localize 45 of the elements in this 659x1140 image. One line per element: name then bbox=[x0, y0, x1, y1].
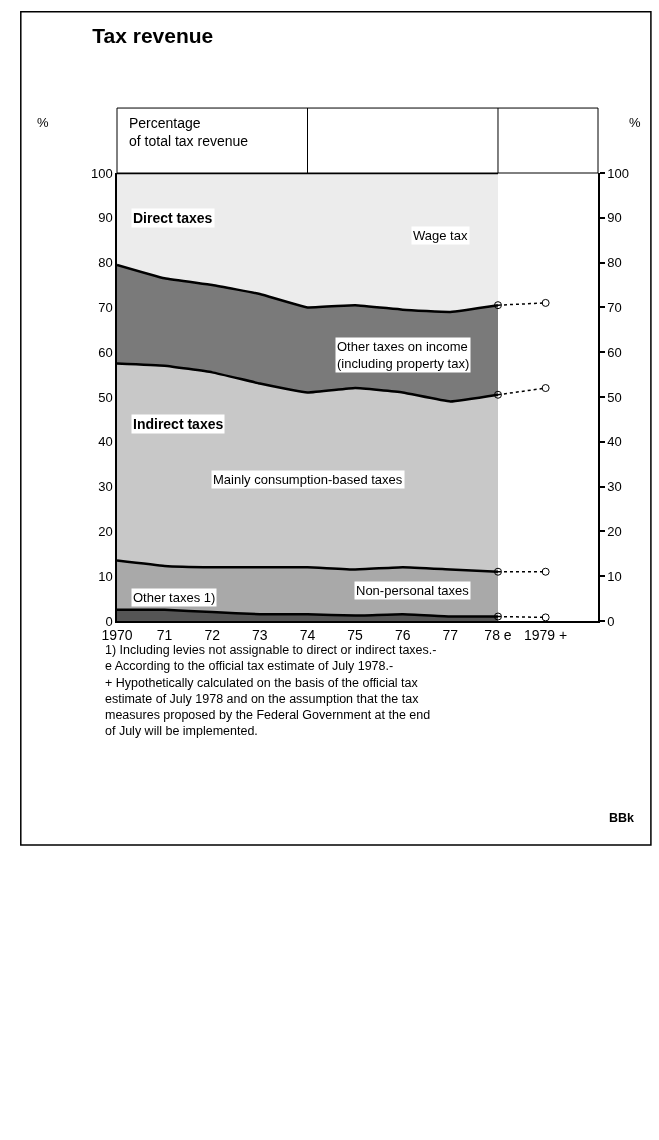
x-tick-label: 72 bbox=[204, 626, 221, 643]
y2-tick-label: 40 bbox=[607, 434, 622, 450]
text: Percentage of total tax revenue bbox=[129, 115, 249, 150]
y-axis-title: % bbox=[37, 115, 49, 130]
text: BBk bbox=[609, 811, 635, 825]
y2-tick-label: 60 bbox=[607, 344, 622, 360]
y2-tick-label: 70 bbox=[607, 299, 622, 315]
y2-tick-label: 80 bbox=[607, 255, 622, 271]
y-tick-label: 30 bbox=[98, 479, 113, 495]
x-tick-label: 1970 bbox=[101, 626, 133, 643]
x-tick-label: 77 bbox=[442, 626, 459, 643]
y2-tick-label: 20 bbox=[607, 523, 622, 539]
x-tick-label: 1979 + bbox=[524, 626, 568, 643]
y-tick-label: 100 bbox=[90, 165, 113, 181]
x-tick-label: 75 bbox=[347, 626, 364, 643]
x-tick-label: 74 bbox=[299, 626, 316, 643]
y-tick-label: 60 bbox=[98, 344, 113, 360]
series-label: Mainly consumption-based taxes bbox=[213, 472, 403, 487]
x-tick-label: 76 bbox=[394, 626, 411, 643]
y2-tick-label: 10 bbox=[607, 568, 622, 584]
series-label: Other taxes on income (including property tax) bbox=[337, 339, 470, 371]
y-tick-label: 90 bbox=[98, 210, 113, 226]
x-tick-label: 78 e bbox=[484, 626, 512, 643]
y-tick-label: 10 bbox=[98, 568, 113, 584]
x-tick-label: 73 bbox=[252, 626, 268, 643]
x-tick-label: 71 bbox=[156, 626, 173, 643]
y-tick-label: 50 bbox=[98, 389, 113, 405]
y2-axis-title: % bbox=[629, 115, 641, 130]
y2-tick-label: 30 bbox=[607, 479, 622, 495]
y-tick-label: 80 bbox=[98, 255, 113, 271]
text: 1) Including levies not assignable to direct or indirect taxes.- e According to the official tax estimate of July 1978.- + Hypothetically calculated on the basis of the official tax estimate of July 1978 and on the assumption that the tax measures proposed by the Federal Government at the end of July will be implemented. bbox=[105, 643, 437, 739]
annotation: Direct taxes bbox=[133, 210, 213, 226]
y-tick-label: 40 bbox=[98, 434, 113, 450]
series-label: Wage tax bbox=[413, 228, 468, 243]
y2-tick-label: 90 bbox=[607, 210, 622, 226]
y2-tick-label: 100 bbox=[607, 165, 630, 181]
annotation: Indirect taxes bbox=[133, 416, 224, 432]
series-label: Non-personal taxes bbox=[356, 583, 470, 598]
y-tick-label: 20 bbox=[98, 523, 113, 539]
chart-title: Tax revenue bbox=[92, 24, 214, 48]
y2-tick-label: 50 bbox=[607, 389, 622, 405]
y-tick-label: 0 bbox=[105, 613, 113, 629]
series-label: Other taxes 1) bbox=[133, 590, 216, 605]
y2-tick-label: 0 bbox=[607, 613, 615, 629]
y-tick-label: 70 bbox=[98, 299, 113, 315]
